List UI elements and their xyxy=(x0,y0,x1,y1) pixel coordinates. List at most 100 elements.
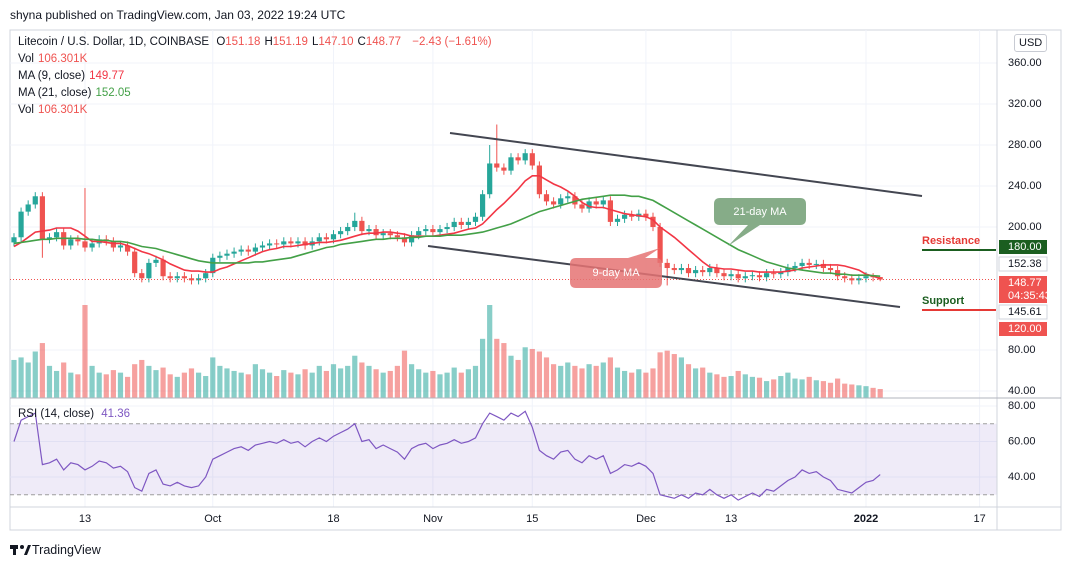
y-tick-label: 40.00 xyxy=(1008,385,1036,397)
indicator-name: Vol xyxy=(18,104,34,116)
x-tick-label: Nov xyxy=(423,513,443,525)
volume-bar xyxy=(132,364,138,398)
candle-body xyxy=(39,196,45,240)
candle-body xyxy=(508,157,514,171)
volume-bar xyxy=(245,374,251,398)
volume-bar xyxy=(387,370,393,398)
price-label-box xyxy=(999,240,1047,254)
volume-bar xyxy=(181,372,187,398)
volume-bar xyxy=(728,376,734,398)
change: −2.43 (−1.61%) xyxy=(412,36,492,48)
rsi-line xyxy=(13,410,881,501)
candle-body xyxy=(430,229,436,233)
candle-body xyxy=(188,278,195,281)
candle-body xyxy=(806,262,812,265)
candle-body xyxy=(416,231,422,236)
candle-body xyxy=(621,214,628,219)
candle-body xyxy=(146,262,152,279)
rsi-tick-label: 80.00 xyxy=(1008,400,1036,412)
x-tick-label: 2022 xyxy=(854,513,878,525)
ohlc-value: 148.77 xyxy=(365,36,402,48)
candle-body xyxy=(231,251,237,254)
volume-bar xyxy=(366,365,372,398)
candle-body xyxy=(288,241,294,244)
candle-body xyxy=(373,229,379,236)
y-tick-label: 360.00 xyxy=(1008,57,1042,69)
volume-bar xyxy=(472,365,479,398)
volume-bar xyxy=(479,338,486,398)
candle-body xyxy=(174,276,180,279)
candle-body xyxy=(593,201,599,205)
symbol-title: Litecoin / U.S. Dollar, 1D, COINBASE xyxy=(18,36,210,48)
volume-bar xyxy=(586,364,592,398)
candle-body xyxy=(536,165,542,195)
candle-body xyxy=(68,239,74,246)
candle-body xyxy=(756,275,763,278)
candle-body xyxy=(472,216,479,222)
candle-body xyxy=(124,245,131,252)
volume-bar xyxy=(749,376,755,398)
candle-body xyxy=(742,276,748,279)
volume-bar xyxy=(302,369,308,398)
candle-body xyxy=(401,237,408,243)
candle-body xyxy=(245,249,251,252)
rsi-legend: RSI (14, close) 41.36 xyxy=(18,408,134,420)
candle-body xyxy=(153,259,159,263)
candle-body xyxy=(316,237,322,242)
candle-body xyxy=(714,268,720,274)
volume-bar xyxy=(238,372,244,398)
indicator-name: MA (9, close) xyxy=(18,70,86,82)
candle-body xyxy=(522,153,528,161)
candle-body xyxy=(778,272,784,275)
volume-bar xyxy=(174,376,180,398)
candle-body xyxy=(46,237,53,240)
candle-body xyxy=(110,241,116,248)
volume-bar xyxy=(68,372,74,398)
indicator-legend: MA (9, close) 149.77 xyxy=(18,70,128,82)
volume-bar xyxy=(494,338,500,398)
indicator-legend: MA (21, close) 152.05 xyxy=(18,87,135,99)
candle-body xyxy=(18,211,24,238)
candle-body xyxy=(728,274,734,277)
volume-bar xyxy=(103,374,109,398)
candle-body xyxy=(359,220,365,232)
y-tick-label: 80.00 xyxy=(1008,344,1036,356)
volume-bar xyxy=(458,372,464,398)
volume-bar xyxy=(139,359,145,398)
trend-line-lower xyxy=(427,245,901,308)
volume-bar xyxy=(337,368,344,398)
candle-body xyxy=(515,157,521,161)
candle-body xyxy=(792,265,798,269)
volume-bar xyxy=(359,362,365,398)
volume-bar xyxy=(288,372,294,398)
volume-bar xyxy=(856,385,862,398)
volume-bar xyxy=(572,365,578,398)
candle-body xyxy=(238,249,244,252)
candle-body xyxy=(444,227,450,230)
axes: 13 Oct 18 Nov 15 Dec 13 2022 17 40.00 80.00 200.00 2… xyxy=(79,57,1051,525)
ohlc-key: H xyxy=(264,36,273,48)
volume-bar xyxy=(550,364,557,398)
candle-body xyxy=(707,268,713,273)
volume-bar xyxy=(217,365,223,398)
candle-body xyxy=(572,196,578,205)
price-label-box xyxy=(999,322,1047,336)
x-tick-label: 13 xyxy=(725,513,737,525)
candle-body xyxy=(323,237,329,240)
volume-bar xyxy=(778,376,784,398)
currency-button[interactable]: USD xyxy=(1014,34,1048,52)
volume-bar xyxy=(664,350,670,398)
candle-body xyxy=(181,276,187,279)
volume-bar xyxy=(792,378,798,398)
volume-bar xyxy=(32,351,38,398)
candle-body xyxy=(827,268,834,271)
volume-bar xyxy=(714,374,720,398)
volume-bar xyxy=(579,368,585,398)
y-tick-label: 240.00 xyxy=(1008,180,1042,192)
candle-body xyxy=(657,227,663,263)
volume-bar xyxy=(124,376,131,398)
volume-bar xyxy=(671,354,677,398)
candle-body xyxy=(863,276,869,279)
